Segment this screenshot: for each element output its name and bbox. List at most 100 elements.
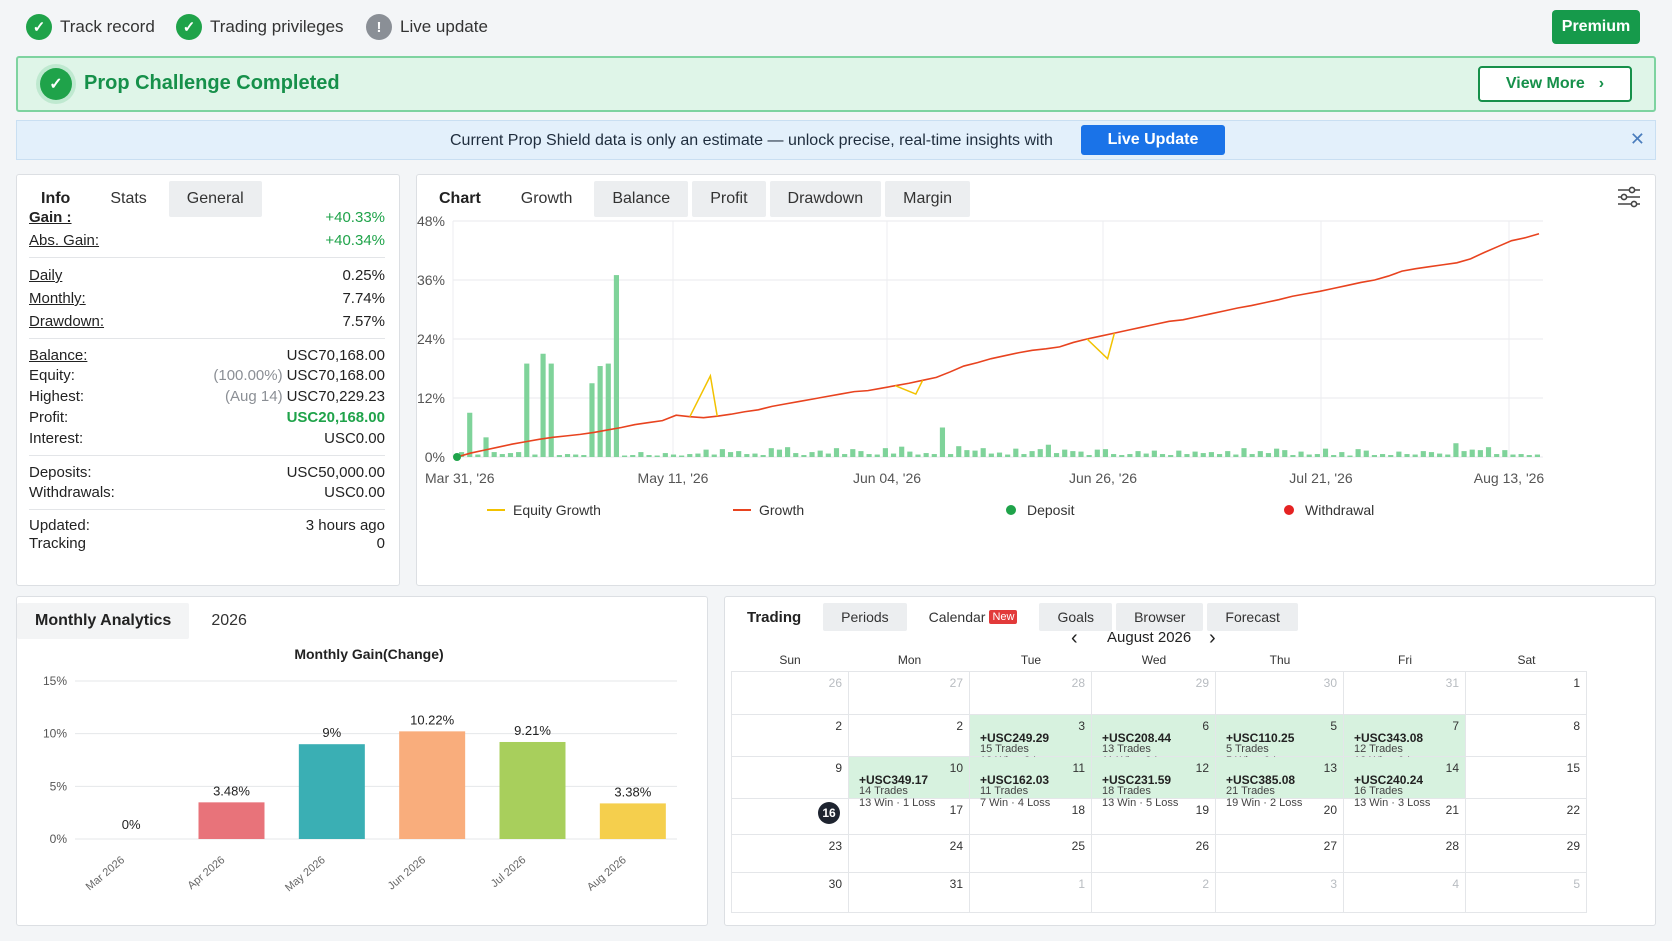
calendar-day-trading[interactable]: 11 +USC162.03 11 Trades 7 Win · 4 Loss xyxy=(970,757,1092,809)
calendar-day[interactable]: 27 xyxy=(849,671,970,715)
day-trades: 14 Trades xyxy=(859,785,908,797)
live-update-button[interactable]: Live Update xyxy=(1081,125,1225,155)
tab-margin[interactable]: Margin xyxy=(885,181,971,217)
chevron-right-icon[interactable]: › xyxy=(1209,627,1216,649)
gain-bar xyxy=(874,454,880,457)
tab-calendar[interactable]: Calendar New xyxy=(910,603,1036,631)
calendar-day[interactable]: 29 xyxy=(1092,671,1216,715)
settings-sliders-icon[interactable] xyxy=(1615,183,1643,211)
abs-gain-label[interactable]: Abs. Gain: xyxy=(29,232,100,249)
tab-growth[interactable]: Growth xyxy=(502,181,591,217)
calendar-day-trading[interactable]: 13 +USC385.08 21 Trades 19 Win · 2 Loss xyxy=(1216,757,1344,809)
status-track-record[interactable]: ✓ Track record xyxy=(26,14,155,40)
calendar-day-trading[interactable]: 10 +USC349.17 14 Trades 13 Win · 1 Loss xyxy=(849,757,970,809)
tab-year-2026[interactable]: 2026 xyxy=(193,603,265,639)
status-bar: ✓ Track record ✓ Trading privileges ! Li… xyxy=(16,6,1656,46)
gain-label[interactable]: Gain : xyxy=(29,209,72,226)
calendar-day[interactable]: 28 xyxy=(1344,835,1466,873)
calendar-day[interactable]: 9 xyxy=(731,757,849,799)
tab-general[interactable]: General xyxy=(168,181,262,217)
tab-monthly-analytics[interactable]: Monthly Analytics xyxy=(17,603,190,639)
tab-browser[interactable]: Browser xyxy=(1116,603,1204,631)
gain-bar xyxy=(923,453,929,457)
gain-bar xyxy=(736,451,742,457)
calendar-day[interactable]: 29 xyxy=(1466,835,1587,873)
calendar-day[interactable]: 15 xyxy=(1466,757,1587,799)
tab-info[interactable]: Info xyxy=(23,181,89,217)
close-icon[interactable]: ✕ xyxy=(1629,129,1645,149)
info-row-equity: Equity: (100.00%) USC70,168.00 xyxy=(29,367,385,387)
calendar-day[interactable]: 5 xyxy=(1466,873,1587,913)
calendar-day[interactable]: 30 xyxy=(1216,671,1344,715)
calendar-day[interactable]: 31 xyxy=(1344,671,1466,715)
calendar-day[interactable]: 30 xyxy=(731,873,849,913)
calendar-day[interactable]: 25 xyxy=(970,835,1092,873)
gain-bar xyxy=(939,427,946,457)
gain-bar xyxy=(1282,450,1288,457)
calendar-day[interactable]: 2 xyxy=(731,715,849,757)
calendar-day[interactable]: 24 xyxy=(849,835,970,873)
calendar-day-trading[interactable]: 12 +USC231.59 18 Trades 13 Win · 5 Loss xyxy=(1092,757,1216,809)
view-more-button[interactable]: View More › xyxy=(1478,66,1632,102)
day-number: 1 xyxy=(1573,676,1580,690)
daily-label[interactable]: Daily xyxy=(29,267,63,284)
tab-stats[interactable]: Stats xyxy=(92,181,165,217)
calendar-day[interactable]: 4 xyxy=(1344,873,1466,913)
calendar-day[interactable]: 27 xyxy=(1216,835,1344,873)
gain-bar xyxy=(1233,454,1239,457)
tab-trading[interactable]: Trading xyxy=(729,603,820,631)
gain-bar xyxy=(1322,448,1329,457)
calendar-day[interactable]: 8 xyxy=(1466,715,1587,757)
tab-balance[interactable]: Balance xyxy=(594,181,689,217)
calendar-day[interactable]: 17 xyxy=(849,799,970,835)
day-number: 31 xyxy=(1445,676,1459,690)
calendar-day[interactable]: 19 xyxy=(1092,799,1216,835)
day-number: 26 xyxy=(828,676,842,690)
calendar-day[interactable]: 22 xyxy=(1466,799,1587,835)
tab-profit[interactable]: Profit xyxy=(692,181,766,217)
calendar-day[interactable]: 1 xyxy=(970,873,1092,913)
gain-bar xyxy=(1363,450,1369,457)
legend-swatch xyxy=(1006,505,1016,515)
monthly-label[interactable]: Monthly: xyxy=(29,290,86,307)
tracking-value: 0 xyxy=(376,535,385,552)
gain-bar xyxy=(1029,451,1035,457)
calendar-day[interactable]: 26 xyxy=(731,671,849,715)
tab-chart[interactable]: Chart xyxy=(421,181,499,217)
calendar-day[interactable]: 20 xyxy=(1216,799,1344,835)
gain-bar xyxy=(646,455,652,457)
calendar-day[interactable]: 2 xyxy=(849,715,970,757)
tab-periods[interactable]: Periods xyxy=(823,603,907,631)
balance-label[interactable]: Balance: xyxy=(29,347,88,364)
chevron-left-icon[interactable]: ‹ xyxy=(1071,627,1078,649)
calendar-day[interactable]: 26 xyxy=(1092,835,1216,873)
drawdown-label[interactable]: Drawdown: xyxy=(29,313,105,330)
premium-button[interactable]: Premium xyxy=(1552,10,1640,44)
day-profit: +USC249.29 xyxy=(980,731,1050,745)
day-number: 26 xyxy=(1195,839,1209,853)
tab-goals[interactable]: Goals xyxy=(1039,603,1113,631)
calendar-day[interactable]: 23 xyxy=(731,835,849,873)
calendar-day[interactable]: 1 xyxy=(1466,671,1587,715)
calendar-day[interactable]: 18 xyxy=(970,799,1092,835)
status-live-update[interactable]: ! Live update xyxy=(366,14,488,40)
calendar-day-trading[interactable]: 14 +USC240.24 16 Trades 13 Win · 3 Loss xyxy=(1344,757,1466,809)
bar-value-label: 9% xyxy=(322,725,341,740)
calendar-day[interactable]: 3 xyxy=(1216,873,1344,913)
calendar-day[interactable]: 2 xyxy=(1092,873,1216,913)
calendar-day[interactable]: 21 xyxy=(1344,799,1466,835)
day-number: 3 xyxy=(1330,877,1337,891)
status-trading-privileges[interactable]: ✓ Trading privileges xyxy=(176,14,344,40)
day-trades: 5 Trades xyxy=(1226,743,1269,755)
tab-forecast[interactable]: Forecast xyxy=(1207,603,1298,631)
day-win-loss: 13 Win · 1 Loss xyxy=(859,797,936,809)
calendar-day[interactable]: 16 xyxy=(731,799,849,835)
tab-drawdown[interactable]: Drawdown xyxy=(769,181,882,217)
calendar-day[interactable]: 31 xyxy=(849,873,970,913)
equity-value: USC70,168.00 xyxy=(286,367,385,384)
calendar-day[interactable]: 28 xyxy=(970,671,1092,715)
